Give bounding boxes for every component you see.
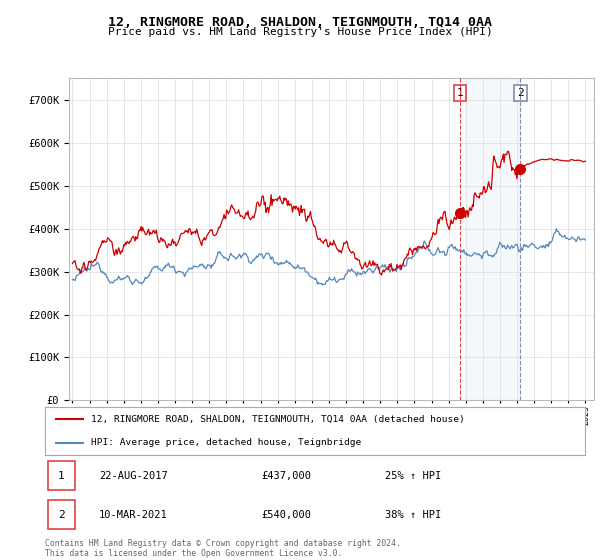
FancyBboxPatch shape (48, 461, 75, 491)
Text: 25% ↑ HPI: 25% ↑ HPI (385, 471, 442, 480)
Text: 12, RINGMORE ROAD, SHALDON, TEIGNMOUTH, TQ14 0AA: 12, RINGMORE ROAD, SHALDON, TEIGNMOUTH, … (108, 16, 492, 29)
Text: 10-MAR-2021: 10-MAR-2021 (99, 510, 168, 520)
Text: 12, RINGMORE ROAD, SHALDON, TEIGNMOUTH, TQ14 0AA (detached house): 12, RINGMORE ROAD, SHALDON, TEIGNMOUTH, … (91, 414, 464, 423)
Text: 2: 2 (58, 510, 65, 520)
Text: Contains HM Land Registry data © Crown copyright and database right 2024.
This d: Contains HM Land Registry data © Crown c… (45, 539, 401, 558)
Text: 22-AUG-2017: 22-AUG-2017 (99, 471, 168, 480)
Text: HPI: Average price, detached house, Teignbridge: HPI: Average price, detached house, Teig… (91, 438, 361, 447)
Text: £540,000: £540,000 (261, 510, 311, 520)
Text: 2: 2 (517, 88, 524, 98)
Text: 38% ↑ HPI: 38% ↑ HPI (385, 510, 442, 520)
Bar (460, 78, 520, 400)
Text: £437,000: £437,000 (261, 471, 311, 480)
Text: Price paid vs. HM Land Registry's House Price Index (HPI): Price paid vs. HM Land Registry's House … (107, 27, 493, 38)
FancyBboxPatch shape (48, 501, 75, 530)
Text: 1: 1 (58, 471, 65, 480)
Text: 1: 1 (457, 88, 463, 98)
